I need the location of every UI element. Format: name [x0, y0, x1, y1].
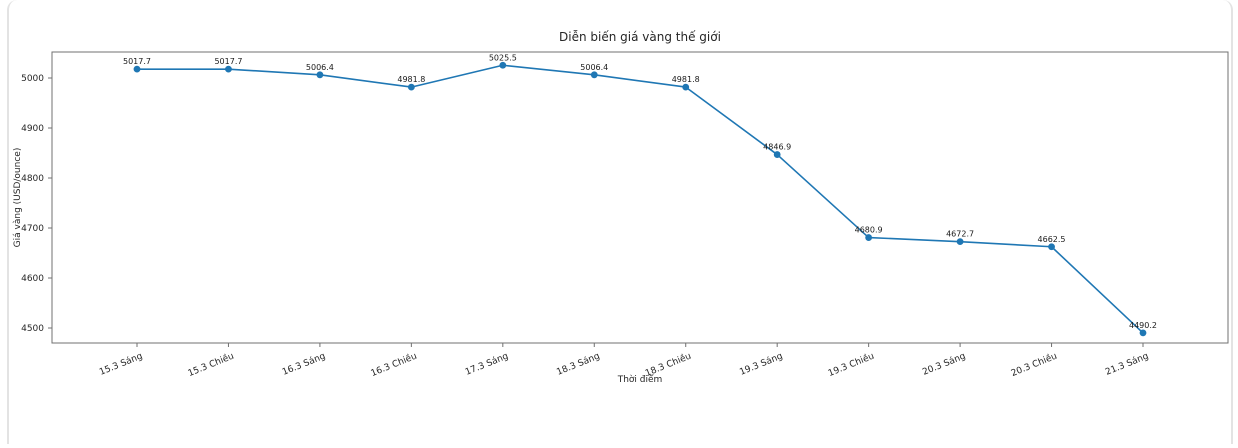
data-point	[1139, 329, 1147, 337]
data-point-label: 5006.4	[580, 63, 608, 72]
x-tick-label: 20.3 Chiều	[1009, 351, 1058, 379]
data-point	[133, 65, 141, 73]
y-axis-title: Giá vàng (USD/ounce)	[13, 148, 23, 248]
gold-price-line-chart: Diễn biến giá vàng thế giới 4500 4600 4700 4…	[13, 30, 1229, 385]
y-tick-label: 4500	[21, 324, 44, 334]
plot-frame	[51, 51, 1229, 344]
data-point-label: 4981.8	[397, 75, 425, 84]
x-tick-label: 19.3 Chiều	[827, 351, 876, 379]
data-point-label: 5017.7	[123, 57, 151, 66]
chart-card: Diễn biến giá vàng thế giới 4500 4600 4700 4…	[7, 0, 1233, 444]
data-point	[865, 234, 873, 241]
data-point	[407, 83, 415, 91]
y-tick-label: 4700	[21, 224, 44, 234]
data-point	[956, 238, 964, 246]
data-point-label: 5006.4	[306, 63, 334, 72]
data-point	[1048, 243, 1055, 251]
data-point-label: 5017.7	[214, 57, 242, 66]
x-tick-label: 16.3 Chiều	[369, 351, 418, 379]
x-tick-label: 16.3 Sáng	[281, 352, 327, 378]
x-tick-label: 19.3 Sáng	[738, 352, 784, 378]
chart-title: Diễn biến giá vàng thế giới	[559, 30, 721, 44]
data-point	[225, 65, 232, 73]
data-point	[682, 83, 690, 91]
y-tick-label: 4900	[21, 124, 44, 134]
y-tick-label: 4800	[21, 174, 44, 184]
data-point-label: 4662.5	[1038, 235, 1066, 244]
data-point-label: 4981.8	[672, 75, 700, 84]
data-point-label: 4680.9	[855, 226, 883, 235]
data-point-label: 4846.9	[763, 143, 791, 152]
x-tick-label: 18.3 Sáng	[555, 352, 601, 378]
data-point	[773, 151, 781, 158]
data-point-label: 5025.5	[489, 53, 517, 62]
y-tick-label: 5000	[21, 74, 44, 84]
data-point	[499, 61, 507, 69]
gold-price-line	[137, 64, 1144, 334]
x-axis-title: Thời điểm	[617, 374, 663, 385]
data-point	[590, 71, 598, 79]
data-point	[316, 71, 324, 79]
x-tick-label: 17.3 Sáng	[464, 352, 510, 378]
y-tick-label: 4600	[21, 274, 44, 284]
x-tick-label: 15.3 Chiều	[186, 351, 235, 379]
x-tick-label: 21.3 Sáng	[1104, 352, 1150, 378]
x-tick-label: 20.3 Sáng	[921, 352, 967, 378]
x-tick-label: 15.3 Sáng	[98, 352, 144, 378]
data-point-label: 4490.2	[1129, 321, 1157, 330]
data-point-label: 4672.7	[946, 230, 974, 239]
